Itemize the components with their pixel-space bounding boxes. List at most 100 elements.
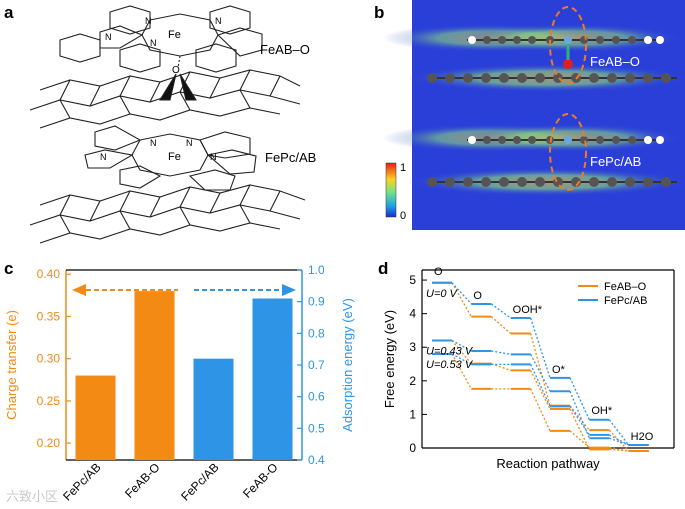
atom-n-label: N: [150, 38, 157, 48]
atom-n-label: N: [145, 16, 152, 26]
transition-line: [609, 437, 629, 446]
transition-line: [569, 391, 590, 439]
transition-line: [451, 282, 472, 317]
colorbar-min: 0: [400, 210, 406, 222]
transition-line: [530, 388, 551, 432]
y-tick-label-left: 0.40: [37, 267, 61, 281]
y-axis-label-left: Charge transfer (e): [4, 310, 19, 420]
y-tick-label-right: 0.6: [308, 390, 325, 404]
panel-letter-c: c: [4, 259, 13, 278]
transition-line: [530, 333, 551, 406]
highlight-ellipse-bottom: [549, 113, 587, 191]
y-tick-label-left: 0.20: [37, 436, 61, 450]
x-tick-label: FePc/AB: [178, 460, 221, 503]
transition-line: [451, 340, 472, 365]
transition-line: [569, 430, 590, 449]
transition-line: [608, 429, 630, 452]
y-tick-label-right: 0.7: [308, 358, 325, 372]
y-tick-label-right: 0.8: [308, 326, 325, 340]
potential-label: U=0.53 V: [426, 359, 474, 371]
y-tick-label-left: 0.35: [37, 309, 61, 323]
y-tick-label-right: 0.9: [308, 295, 325, 309]
x-tick-label: FePc/AB: [60, 460, 103, 503]
y-tick-label: 4: [409, 307, 416, 321]
atom-fe-label: Fe: [168, 29, 181, 41]
y-tick-label-left: 0.30: [37, 352, 61, 366]
transition-line: [530, 317, 551, 379]
transition-line: [451, 353, 472, 390]
bar-charge-transfer: [134, 291, 175, 460]
step-label: OOH*: [513, 304, 543, 316]
transition-line: [569, 408, 590, 450]
graphene-sheet-bottom: [29, 184, 306, 244]
y-tick-label-left: 0.25: [37, 394, 61, 408]
transition-line: [451, 282, 472, 305]
atom-n-label: N: [150, 138, 157, 148]
label-feab-o: FeAB–O: [590, 54, 640, 69]
panel-a: a N N N N Fe FeAB–O O: [4, 3, 316, 244]
transition-line: [608, 419, 630, 446]
step-label: O: [434, 266, 443, 278]
step-label: H2O: [631, 431, 654, 443]
bar-charge-transfer: [75, 375, 116, 460]
panel-letter-b: b: [374, 3, 384, 22]
legend-label: FePc/AB: [604, 295, 647, 307]
transition-line: [569, 406, 590, 436]
transition-line: [490, 303, 512, 319]
step-label: OH*: [591, 405, 613, 417]
panel-b: b FeAB–: [374, 0, 685, 230]
arrow-left-head: [72, 284, 86, 296]
x-tick-label: FeAB-O: [240, 460, 281, 501]
colorbar: [385, 162, 397, 218]
y-axis-label-right: Adsorption energy (eV): [340, 298, 355, 432]
legend-label: FeAB–O: [604, 281, 647, 293]
atom-n-label: N: [215, 16, 222, 26]
transition-line: [491, 363, 511, 372]
colorbar-max: 1: [400, 162, 406, 174]
label-fepc-ab: FePc/AB: [590, 154, 641, 169]
transition-line: [569, 405, 590, 431]
transition-line: [530, 364, 551, 407]
bar-adsorption-energy: [252, 298, 293, 460]
atom-o-label: O: [172, 65, 180, 76]
watermark: 六致小区: [6, 490, 59, 505]
fepc-molecule: [84, 125, 257, 191]
step-label: O*: [552, 364, 566, 376]
potential-label: U=0.43 V: [426, 346, 474, 358]
potential-label: U=0 V: [426, 288, 459, 300]
step-label: O: [473, 290, 482, 302]
panel-letter-a: a: [4, 3, 14, 22]
label-fepc-ab: FePc/AB: [265, 150, 316, 165]
atom-n-label: N: [100, 152, 107, 162]
highlight-ellipse-top: [549, 6, 587, 84]
arrow-right-head: [282, 284, 296, 296]
y-tick-label: 0: [409, 441, 416, 455]
feab-o-molecule: [59, 5, 263, 73]
panel-d-energy-diagram: d 0 1 2 3 4 5 Free energy (eV) Reaction pathway…: [378, 259, 675, 471]
atom-n-label: N: [105, 32, 112, 42]
graphene-sheet-top: [29, 69, 301, 129]
atom-fe-label: Fe: [168, 151, 181, 163]
y-tick-label-right: 0.5: [308, 421, 325, 435]
bar-adsorption-energy: [193, 358, 234, 460]
atom-n-label: N: [210, 152, 217, 162]
x-axis-label: Reaction pathway: [496, 456, 600, 471]
y-tick-label-right: 1.0: [308, 263, 325, 277]
y-axis-label: Free energy (eV): [382, 310, 397, 408]
y-tick-label-right: 0.4: [308, 453, 325, 467]
atom-n-label: N: [186, 138, 193, 148]
transition-line: [609, 447, 629, 452]
transition-line: [491, 350, 511, 355]
x-tick-label: FeAB-O: [122, 460, 163, 501]
transition-line: [490, 316, 512, 334]
panel-letter-d: d: [378, 259, 388, 278]
panel-c-bar-chart: c 0.20 0.25 0.30 0.35 0.40 0.4 0.5 0.6 0.7 0.8 0.9…: [4, 259, 355, 504]
y-tick-label: 2: [409, 374, 416, 388]
oxygen-atom: [563, 59, 573, 69]
y-tick-label: 1: [409, 407, 416, 421]
transition-line: [530, 370, 551, 410]
label-feab-o: FeAB–O: [260, 42, 310, 57]
y-tick-label: 5: [409, 273, 416, 287]
transition-line: [530, 354, 551, 392]
y-tick-label: 3: [409, 340, 416, 354]
